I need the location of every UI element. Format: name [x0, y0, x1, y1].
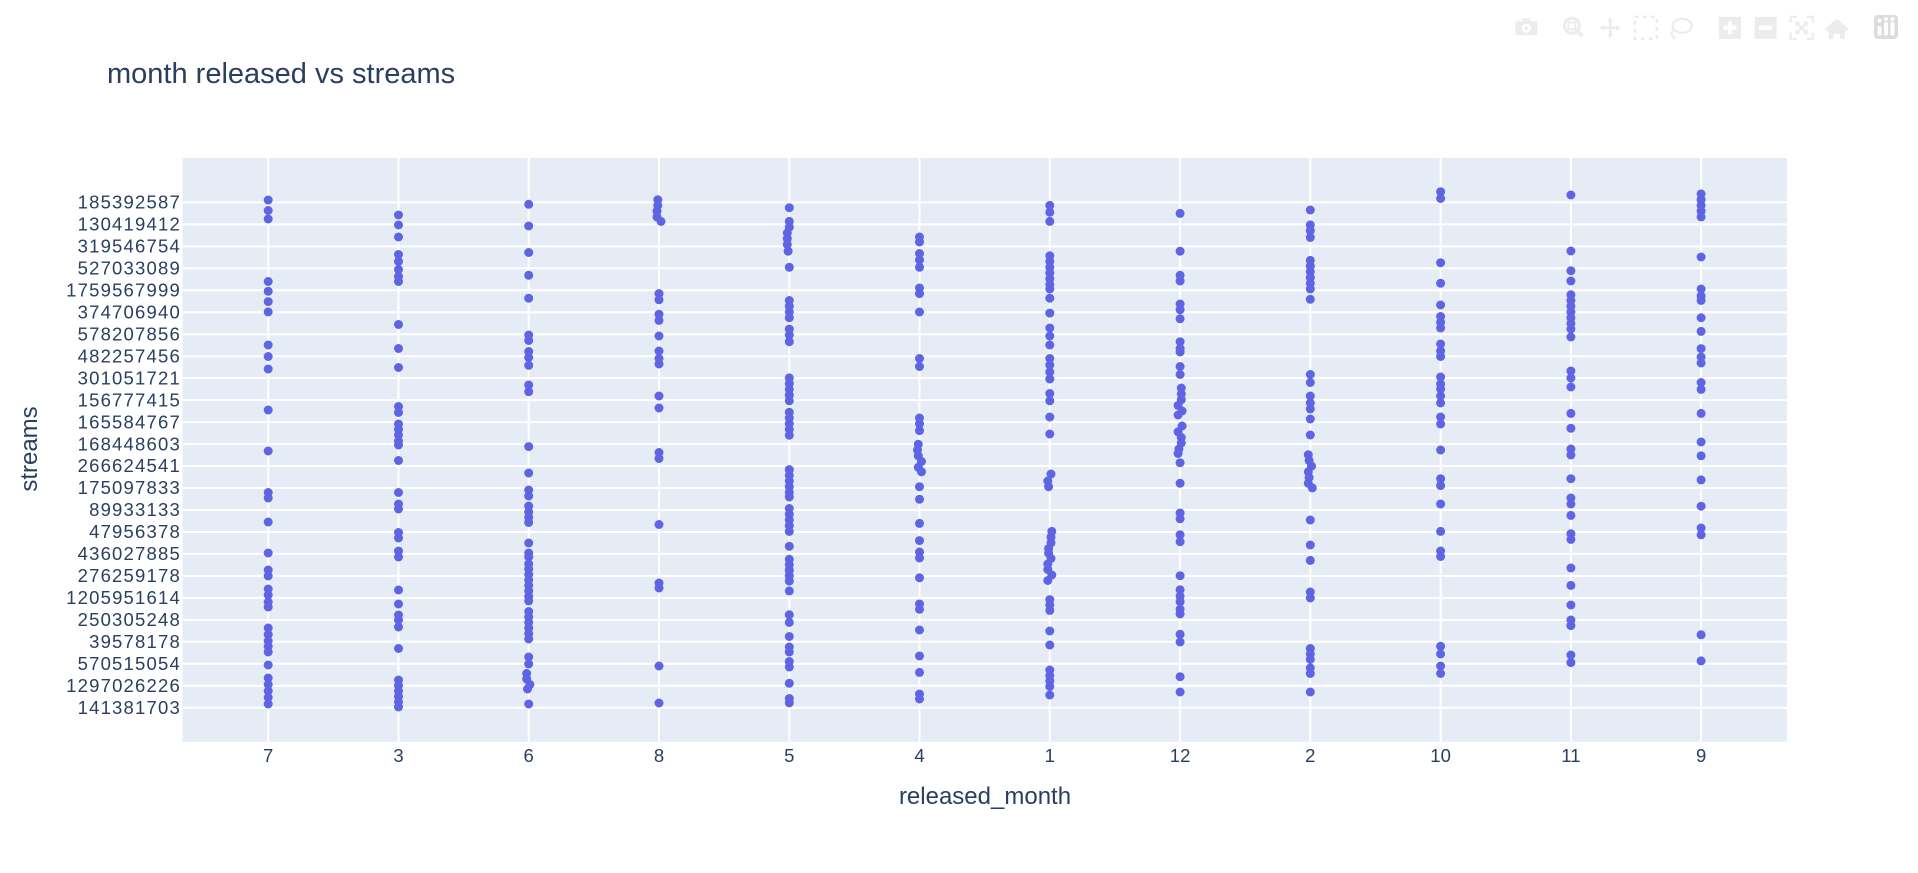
svg-text:266624541: 266624541	[78, 455, 181, 476]
svg-text:4: 4	[914, 745, 924, 766]
svg-text:130419412: 130419412	[78, 214, 181, 235]
svg-text:6: 6	[524, 745, 534, 766]
svg-text:374706940: 374706940	[78, 301, 181, 322]
svg-text:5: 5	[784, 745, 794, 766]
svg-text:1: 1	[1045, 745, 1055, 766]
svg-text:436027885: 436027885	[78, 543, 181, 564]
svg-text:165584767: 165584767	[78, 411, 181, 432]
svg-text:released_month: released_month	[899, 783, 1071, 810]
svg-text:47956378: 47956378	[89, 521, 181, 542]
svg-text:9: 9	[1696, 745, 1706, 766]
svg-text:89933133: 89933133	[89, 499, 181, 520]
svg-text:1759567999: 1759567999	[66, 280, 181, 301]
svg-text:39578178: 39578178	[89, 631, 181, 652]
svg-text:319546754: 319546754	[78, 236, 181, 257]
svg-text:301051721: 301051721	[78, 367, 181, 388]
svg-text:578207856: 578207856	[78, 323, 181, 344]
svg-text:141381703: 141381703	[78, 697, 181, 718]
svg-text:482257456: 482257456	[78, 345, 181, 366]
svg-text:1205951614: 1205951614	[66, 587, 181, 608]
svg-text:3: 3	[393, 745, 403, 766]
svg-text:570515054: 570515054	[78, 653, 181, 674]
svg-text:month released vs streams: month released vs streams	[107, 58, 455, 90]
svg-text:7: 7	[263, 745, 273, 766]
svg-text:10: 10	[1430, 745, 1451, 766]
svg-text:276259178: 276259178	[78, 565, 181, 586]
svg-text:168448603: 168448603	[78, 433, 181, 454]
svg-text:streams: streams	[16, 406, 43, 491]
svg-text:250305248: 250305248	[78, 609, 181, 630]
svg-text:12: 12	[1170, 745, 1191, 766]
svg-text:175097833: 175097833	[78, 477, 181, 498]
svg-text:527033089: 527033089	[78, 258, 181, 279]
svg-text:8: 8	[654, 745, 664, 766]
svg-text:11: 11	[1561, 745, 1580, 766]
svg-text:185392587: 185392587	[78, 192, 181, 213]
svg-text:2: 2	[1305, 745, 1315, 766]
svg-text:156777415: 156777415	[78, 389, 181, 410]
svg-text:1297026226: 1297026226	[66, 675, 181, 696]
